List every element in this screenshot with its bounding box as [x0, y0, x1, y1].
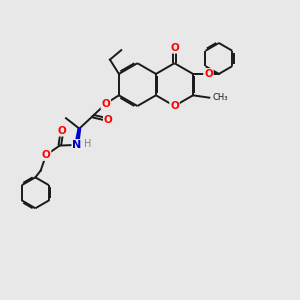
Text: O: O	[170, 43, 179, 53]
Text: N: N	[72, 140, 82, 150]
Text: O: O	[104, 115, 112, 125]
Text: O: O	[58, 126, 67, 136]
Text: O: O	[101, 99, 110, 109]
Text: O: O	[42, 150, 50, 160]
Text: H: H	[83, 139, 91, 149]
Text: CH₃: CH₃	[213, 93, 228, 102]
Text: O: O	[204, 69, 213, 79]
Text: O: O	[170, 101, 179, 111]
Polygon shape	[75, 129, 80, 143]
